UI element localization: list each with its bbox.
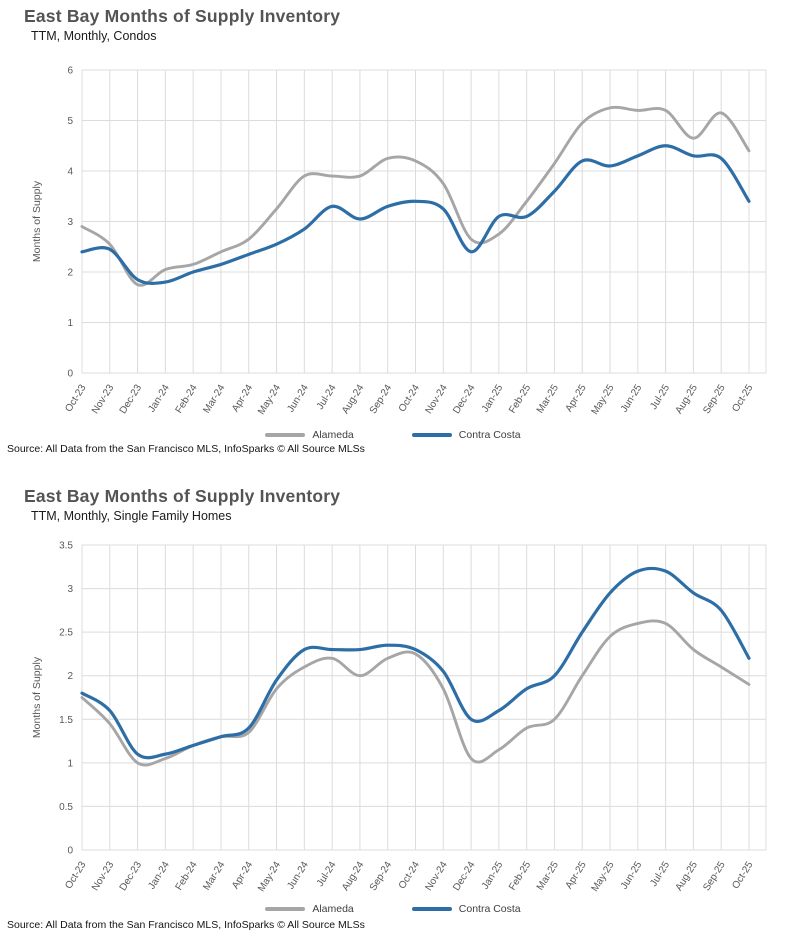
sfh-chart-legend: Alameda Contra Costa [0,903,786,915]
legend-line-swatch [411,433,452,437]
legend-line-swatch [411,907,452,911]
x-tick-label: Nov-24 [423,859,450,893]
x-tick-label: Feb-24 [174,859,200,892]
x-tick-label: May-24 [256,859,283,893]
x-tick-label: Jun-25 [619,859,645,891]
x-tick-label: Jun-24 [285,859,311,891]
x-tick-label: Feb-24 [174,382,200,415]
y-tick-label: 2 [67,268,73,279]
x-tick-label: Sep-25 [701,859,728,893]
x-tick-label: Aug-25 [674,859,701,893]
sfh-chart-title: East Bay Months of Supply Inventory [24,486,341,506]
x-tick-label: Mar-24 [201,859,227,892]
x-tick-label: Jan-24 [146,382,172,414]
x-tick-label: Sep-25 [701,382,728,416]
y-tick-label: 3 [67,584,73,595]
condos-chart-title: East Bay Months of Supply Inventory [24,6,341,26]
x-tick-label: Nov-23 [90,859,117,893]
x-tick-label: Oct-25 [730,382,755,414]
y-tick-label: 1 [67,758,73,769]
x-tick-label: Oct-23 [63,382,88,414]
condos-chart-subtitle: TTM, Monthly, Condos [31,29,157,43]
legend-item-alameda: Alameda [265,429,354,441]
x-tick-label: Dec-23 [118,859,145,893]
y-tick-label: 0 [67,369,73,380]
sfh-source-text: Source: All Data from the San Francisco … [7,919,365,931]
x-tick-label: Oct-23 [63,859,88,891]
y-tick-label: 5 [67,116,73,127]
x-tick-label: May-24 [256,382,283,416]
legend-label: Alameda [312,903,354,915]
x-tick-label: Mar-25 [535,382,561,415]
contra-costa-line [80,566,751,760]
x-tick-label: Apr-24 [230,859,255,891]
x-tick-label: Sep-24 [368,859,395,893]
x-tick-label: Jan-25 [480,382,506,414]
x-tick-label: Feb-25 [507,382,533,415]
months-of-supply-axis-title: Months of Supply [31,656,43,738]
y-tick-label: 3 [67,217,73,228]
legend-label: Contra Costa [458,429,521,441]
legend-label: Alameda [312,429,354,441]
x-tick-label: Jun-25 [619,382,645,414]
x-tick-label: Aug-25 [674,382,701,416]
x-tick-label: Oct-25 [730,859,755,891]
x-tick-label: Sep-24 [368,382,395,416]
months-of-supply-axis-title: Months of Supply [31,180,43,262]
x-tick-label: Aug-24 [340,382,367,416]
alameda-line [80,105,751,287]
x-tick-label: Mar-25 [535,859,561,892]
x-tick-label: May-25 [590,859,617,893]
x-tick-label: Apr-25 [564,382,589,414]
y-tick-label: 1.5 [59,715,73,726]
y-tick-label: 1 [67,318,73,329]
x-tick-label: Oct-24 [397,382,422,414]
x-tick-label: Nov-23 [90,382,117,416]
x-tick-label: Jul-25 [648,859,672,888]
sfh-chart-subtitle: TTM, Monthly, Single Family Homes [31,509,232,523]
contra-costa-line [80,144,751,285]
legend-item-contra-costa: Contra Costa [411,903,521,915]
legend-item-alameda: Alameda [265,903,354,915]
x-tick-label: Dec-23 [118,382,145,416]
y-tick-label: 3.5 [59,541,73,552]
x-tick-label: Apr-24 [230,382,255,414]
x-tick-label: Jun-24 [285,382,311,414]
legend-line-swatch [265,907,306,911]
x-tick-label: Aug-24 [340,859,367,893]
x-tick-label: Jan-24 [146,859,172,891]
x-tick-label: Dec-24 [451,859,478,893]
x-tick-label: Feb-25 [507,859,533,892]
x-tick-label: Dec-24 [451,382,478,416]
x-tick-label: Apr-25 [564,859,589,891]
legend-line-swatch [265,433,306,437]
legend-item-contra-costa: Contra Costa [411,429,521,441]
condos-chart-legend: Alameda Contra Costa [0,429,786,441]
y-tick-label: 0 [67,846,73,857]
y-tick-label: 2.5 [59,628,73,639]
sfh-chart-svg: 0 0.5 1 1.5 2 2.5 3 3.5 Oct-23 Nov-23 Dec-23 Jan-24… [31,541,767,894]
y-tick-label: 2 [67,671,73,682]
x-tick-label: Jul-25 [648,382,672,411]
x-tick-label: Nov-24 [423,382,450,416]
y-tick-label: 4 [67,167,73,178]
condos-source-text: Source: All Data from the San Francisco … [7,443,365,455]
y-tick-label: 6 [67,66,73,77]
legend-label: Contra Costa [458,903,521,915]
x-tick-label: May-25 [590,382,617,416]
x-tick-label: Jul-24 [315,382,339,411]
x-tick-label: Mar-24 [201,382,227,415]
y-tick-label: 0.5 [59,802,73,813]
x-tick-label: Jan-25 [480,859,506,891]
x-tick-label: Jul-24 [315,859,339,888]
x-tick-label: Oct-24 [397,859,422,891]
